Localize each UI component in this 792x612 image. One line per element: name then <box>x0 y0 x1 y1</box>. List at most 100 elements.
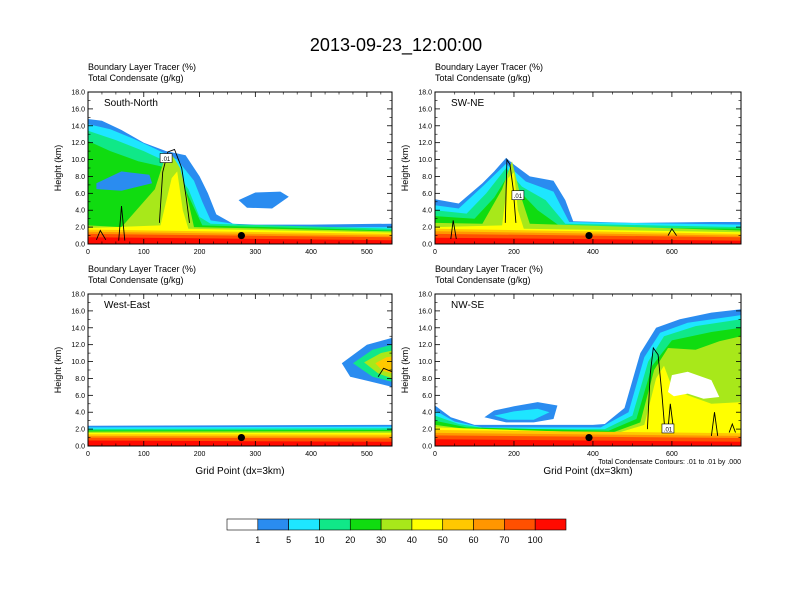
y-tick-label: 12.0 <box>71 140 85 147</box>
plot-area <box>88 92 392 244</box>
contour-label: .01 <box>514 194 523 200</box>
contour-label-box <box>661 423 675 434</box>
y-tick-label: 0.0 <box>422 242 432 249</box>
x-tick-label: 400 <box>305 451 317 458</box>
colorbar-label: 20 <box>345 535 355 545</box>
y-axis-label: Height (km) <box>400 145 410 192</box>
shading-region-level-1 <box>96 171 153 191</box>
colorbar-swatch <box>442 518 474 531</box>
y-tick-label: 2.0 <box>75 427 85 434</box>
y-tick-label: 4.0 <box>75 410 85 417</box>
colorbar-label: 50 <box>438 535 448 545</box>
colorbar-label: 40 <box>407 535 417 545</box>
y-tick-label: 18.0 <box>71 292 85 299</box>
condensate-contour <box>667 227 677 236</box>
y-tick-label: 6.0 <box>75 393 85 400</box>
condensate-contour <box>158 148 190 223</box>
y-tick-label: 8.0 <box>75 174 85 181</box>
x-tick-label: 400 <box>587 249 599 256</box>
y-tick-label: 4.0 <box>422 410 432 417</box>
y-tick-label: 14.0 <box>71 123 85 130</box>
y-tick-label: 14.0 <box>71 325 85 332</box>
panel-heading-condensate: Total Condensate (g/kg) <box>435 275 531 285</box>
colorbar-label: 100 <box>528 535 543 545</box>
colorbar-swatch <box>226 518 259 531</box>
x-tick-label: 200 <box>508 451 520 458</box>
plot-area <box>88 294 392 446</box>
y-tick-label: 4.0 <box>75 208 85 215</box>
x-tick-label: 500 <box>361 451 373 458</box>
y-tick-label: 6.0 <box>75 191 85 198</box>
x-tick-label: 0 <box>86 249 90 256</box>
x-tick-label: 400 <box>587 451 599 458</box>
contour-label: .01 <box>162 157 171 163</box>
contour-note: Total Condensate Contours: .01 to .01 by… <box>598 459 741 466</box>
plot-background <box>88 294 392 446</box>
y-tick-label: 16.0 <box>71 308 85 315</box>
panel-nw-se: Boundary Layer Tracer (%)Total Condensat… <box>400 264 742 477</box>
y-tick-label: 0.0 <box>75 242 85 249</box>
x-tick-label: 400 <box>305 249 317 256</box>
y-tick-label: 10.0 <box>71 359 85 366</box>
y-tick-label: 6.0 <box>422 191 432 198</box>
x-tick-label: 600 <box>666 451 678 458</box>
y-tick-label: 12.0 <box>418 140 432 147</box>
shading-level-100 <box>435 237 741 244</box>
panel-south-north: Boundary Layer Tracer (%)Total Condensat… <box>53 62 393 256</box>
y-tick-label: 4.0 <box>422 208 432 215</box>
colorbar-swatch <box>380 518 413 531</box>
panel-heading-tracer: Boundary Layer Tracer (%) <box>435 264 543 274</box>
panel-west-east: Boundary Layer Tracer (%)Total Condensat… <box>53 264 393 477</box>
contour-label-box <box>511 190 525 201</box>
y-tick-label: 12.0 <box>71 342 85 349</box>
shading-level-40 <box>435 172 741 244</box>
y-tick-label: 16.0 <box>418 308 432 315</box>
y-tick-label: 14.0 <box>418 123 432 130</box>
condensate-contour <box>118 205 126 241</box>
panel-heading-condensate: Total Condensate (g/kg) <box>88 275 184 285</box>
x-tick-label: 0 <box>433 451 437 458</box>
location-marker <box>237 433 245 442</box>
y-tick-label: 10.0 <box>418 157 432 164</box>
y-tick-label: 2.0 <box>422 225 432 232</box>
plot-area <box>435 294 741 446</box>
location-marker <box>585 231 593 240</box>
colorbar-label: 60 <box>469 535 479 545</box>
colorbar-swatch <box>504 518 536 531</box>
panel-sw-ne: Boundary Layer Tracer (%)Total Condensat… <box>400 62 742 256</box>
x-tick-label: 0 <box>86 451 90 458</box>
colorbar-label: 5 <box>286 535 291 545</box>
colorbar: 1 5 10 20 30 40 50 60 70 100 <box>226 518 567 545</box>
y-tick-label: 0.0 <box>75 444 85 451</box>
y-axis-label: Height (km) <box>53 145 63 192</box>
shading-level-100 <box>88 237 392 244</box>
y-tick-label: 14.0 <box>418 325 432 332</box>
y-tick-label: 2.0 <box>422 427 432 434</box>
colorbar-label: 10 <box>314 535 324 545</box>
shading-level-100 <box>435 439 741 446</box>
contour-label: .01 <box>664 427 673 433</box>
x-axis-label: Grid Point (dx=3km) <box>543 466 632 477</box>
condensate-contour <box>728 422 736 433</box>
y-tick-label: 8.0 <box>422 174 432 181</box>
panel-heading-condensate: Total Condensate (g/kg) <box>435 73 531 83</box>
y-tick-label: 10.0 <box>418 359 432 366</box>
x-tick-label: 300 <box>249 249 261 256</box>
y-tick-label: 10.0 <box>71 157 85 164</box>
shading-region-level-50 <box>375 356 392 374</box>
shading-level-100 <box>88 440 392 446</box>
colorbar-swatch <box>349 518 382 531</box>
cross-section-label: West-East <box>104 300 150 311</box>
x-tick-label: 500 <box>361 249 373 256</box>
panel-heading-tracer: Boundary Layer Tracer (%) <box>88 62 196 72</box>
x-tick-label: 100 <box>138 249 150 256</box>
y-tick-label: 18.0 <box>418 90 432 97</box>
location-marker <box>237 231 245 240</box>
colorbar-swatch <box>411 518 444 531</box>
colorbar-swatch <box>534 518 567 531</box>
condensate-contour <box>667 403 674 430</box>
x-tick-label: 200 <box>194 249 206 256</box>
y-tick-label: 18.0 <box>71 90 85 97</box>
colorbar-label: 1 <box>255 535 260 545</box>
panel-heading-tracer: Boundary Layer Tracer (%) <box>88 264 196 274</box>
